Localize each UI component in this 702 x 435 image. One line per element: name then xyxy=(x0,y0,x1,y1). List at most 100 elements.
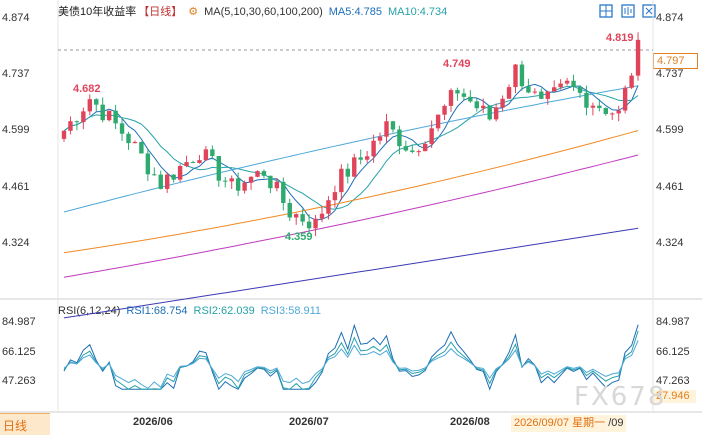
price-axis-left-5: 4.324 xyxy=(2,237,30,249)
candle-body xyxy=(558,83,563,88)
period-label[interactable]: 【日线】 xyxy=(138,6,183,18)
ma5-line xyxy=(63,83,639,221)
rsi-axis-left-1: 84.987 xyxy=(2,316,36,328)
ma10-value: MA10:4.734 xyxy=(387,6,448,18)
candle-body xyxy=(332,192,338,201)
grid-toggle-icon[interactable] xyxy=(599,4,613,18)
candle-body xyxy=(184,162,189,167)
rsi-axis-left-3: 47.263 xyxy=(2,375,36,387)
candle-body xyxy=(455,90,460,94)
candle-body xyxy=(519,64,525,87)
candle-body xyxy=(139,141,144,154)
candle-body xyxy=(532,91,538,93)
crosshair-date: 2026/09/07 xyxy=(514,417,570,429)
candle-body xyxy=(371,140,376,157)
candle-body xyxy=(242,182,247,191)
candle-body xyxy=(261,171,267,176)
period-tab[interactable]: 日线 xyxy=(0,413,50,435)
candle-body xyxy=(500,98,505,108)
annotation-high-1: 4.682 xyxy=(73,83,101,95)
rsi-label: RSI(6,12,24) xyxy=(58,305,121,317)
grid-lines xyxy=(0,0,702,413)
candle-body xyxy=(281,181,286,203)
candle-body xyxy=(597,105,602,109)
settings-icon[interactable]: ⚙ xyxy=(188,6,199,18)
x-label-august: 2026/08 xyxy=(450,416,490,428)
candle-body xyxy=(481,105,486,109)
candle-body xyxy=(210,149,215,157)
price-axis-left-4: 4.461 xyxy=(2,181,30,193)
candle-body xyxy=(377,136,383,141)
rsi-axis-right-1: 84.987 xyxy=(656,316,690,328)
rsi1-value: RSI1:68.754 xyxy=(126,305,188,317)
candle-body xyxy=(506,87,512,99)
candle-body xyxy=(513,64,518,88)
crosshair-weekday: 星期一 xyxy=(572,417,606,429)
price-axis-right-4: 4.461 xyxy=(656,181,684,193)
instrument-title: 美债10年收益率 xyxy=(58,6,137,18)
candle-body xyxy=(81,111,86,123)
candle-body xyxy=(448,90,454,106)
ma30-line xyxy=(63,85,639,213)
indicator-settings-icon[interactable] xyxy=(621,4,635,18)
candle-body xyxy=(622,87,628,111)
candle-body xyxy=(255,171,260,177)
rsi1-line xyxy=(63,323,639,391)
rsi-axis-left-2: 66.125 xyxy=(2,346,36,358)
candle-body xyxy=(403,146,409,151)
rsi-badge: 27.946 xyxy=(653,390,696,403)
candle-body xyxy=(603,108,608,114)
candle-body xyxy=(100,104,105,121)
candle-body xyxy=(461,93,467,97)
price-axis-right-3: 4.599 xyxy=(656,124,684,136)
ma-label: MA(5,10,30,60,100,200) xyxy=(204,6,323,18)
candle-body xyxy=(300,214,305,222)
candle-body xyxy=(171,174,176,180)
candle-body xyxy=(339,168,344,193)
candle-body xyxy=(635,39,641,76)
candle-body xyxy=(319,213,325,219)
close-panel-icon[interactable] xyxy=(642,4,656,18)
x-label-july: 2026/07 xyxy=(289,416,329,428)
candle-body xyxy=(584,92,589,108)
ma200-line xyxy=(63,227,639,319)
candle-body xyxy=(571,80,576,88)
crosshair-date-tag: 2026/09/07 星期一 /09 xyxy=(511,415,627,432)
candle-body xyxy=(364,156,370,160)
candle-body xyxy=(435,114,441,129)
candle-body xyxy=(590,105,596,108)
candle-body xyxy=(197,160,202,163)
candle-body xyxy=(358,157,363,160)
candle-body xyxy=(216,156,221,181)
price-axis-right-1: 4.874 xyxy=(656,12,684,24)
candle-body xyxy=(442,105,447,115)
candle-body xyxy=(223,180,228,182)
candle-body xyxy=(474,101,479,109)
candle-body xyxy=(74,121,80,123)
candle-body xyxy=(552,87,557,92)
ma60-line xyxy=(63,130,639,254)
candle-body xyxy=(352,157,357,177)
candle-body xyxy=(345,168,350,177)
candle-body xyxy=(94,99,99,105)
moving-average-lines xyxy=(63,83,639,319)
candle-body xyxy=(313,218,318,229)
candle-body xyxy=(397,129,402,147)
candle-body xyxy=(61,130,67,139)
candle-body xyxy=(410,150,415,152)
candle-body xyxy=(165,174,170,189)
candle-body xyxy=(326,200,331,214)
price-axis-left-2: 4.737 xyxy=(2,68,30,80)
candle-body xyxy=(203,149,209,161)
annotation-low-1: 4.359 xyxy=(285,231,313,243)
candle-body xyxy=(294,214,299,218)
rsi-axis-right-3: 47.263 xyxy=(656,375,690,387)
candle-body xyxy=(539,91,544,99)
annotation-high-3: 4.819 xyxy=(606,32,634,44)
watermark-logo: FX678 xyxy=(574,382,667,412)
rsi2-line xyxy=(63,330,639,390)
candle-body xyxy=(616,110,621,114)
candle-body xyxy=(229,178,234,182)
rsi3-line xyxy=(63,340,639,389)
